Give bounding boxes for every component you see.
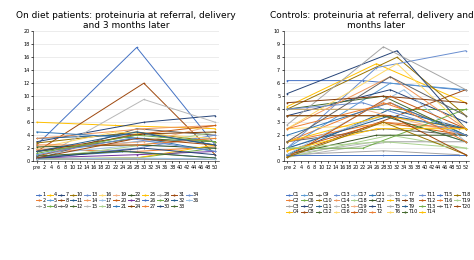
Legend: 1, 2, 3, 4, 5, 6, 7, 8, 9, 10, 11, 12, 13, 14, 15, 16, 17, 18, 19, 20, 21, 22, 2: 1, 2, 3, 4, 5, 6, 7, 8, 9, 10, 11, 12, 1… [36, 192, 199, 209]
Title: On diet patients: proteinuria at referral, delivery
and 3 months later: On diet patients: proteinuria at referra… [16, 11, 236, 30]
Legend: C1, C2, C3, C4, C5, C6, C7, C8, C9, C10, C11, C12, C13, C14, C15, C16, C17, C18,: C1, C2, C3, C4, C5, C6, C7, C8, C9, C10,… [286, 192, 470, 214]
Title: Controls: proteinuria at referral, delivery and 3
months later: Controls: proteinuria at referral, deliv… [270, 11, 474, 30]
